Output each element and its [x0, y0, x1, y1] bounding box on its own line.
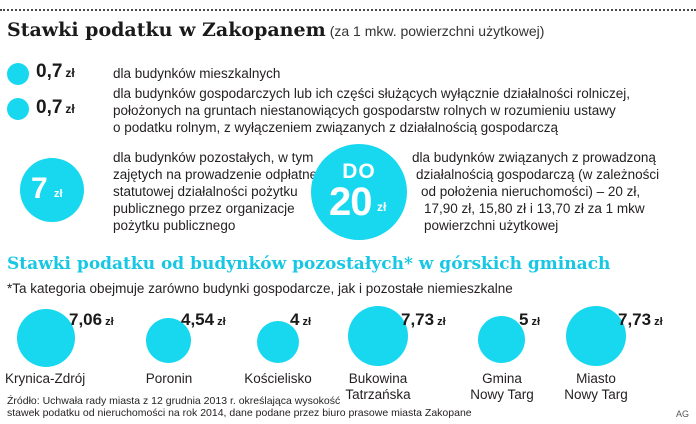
rate-unit: zł — [437, 316, 446, 328]
rate-bubble — [17, 309, 75, 367]
top-divider — [0, 9, 696, 11]
rate-value: 0,7 zł — [36, 61, 75, 83]
town-name: Krynica-Zdrój — [5, 371, 85, 387]
business-buildings-description: dla budynków związanych z prowadzoną dzi… — [412, 149, 659, 234]
rate-bubble — [348, 306, 408, 366]
town-name-line: Kościelisko — [244, 371, 312, 386]
town-rate: 7,73 zł — [618, 310, 663, 330]
description-line: statutowej działalności pożytku — [113, 184, 298, 199]
section-heading: Stawki podatku od budynków pozostałych* … — [7, 254, 611, 274]
author-credit: AG — [676, 409, 690, 419]
description-line: dla budynków związanych z prowadzoną — [412, 150, 656, 165]
town-name-line: Miasto — [576, 371, 616, 386]
town-name-line: Nowy Targ — [564, 387, 628, 402]
rate-unit: zł — [377, 200, 387, 214]
town-name: Miasto Nowy Targ — [556, 371, 636, 403]
rate-unit: zł — [105, 316, 114, 328]
description-line: powierzchni użytkowej — [424, 218, 559, 233]
rate-description: dla budynków gospodarczych lub ich częśc… — [113, 85, 630, 136]
rate-value: 0,7 zł — [36, 97, 75, 119]
rate-number: 7,06 — [69, 310, 103, 329]
description-line: położonych na gruntach niestanowiących g… — [113, 103, 616, 118]
footnote: *Ta kategoria obejmuje zarówno budynki g… — [7, 281, 513, 296]
source-note: Źródło: Uchwała rady miasta z 12 grudnia… — [7, 395, 472, 419]
rate-bubble — [478, 316, 525, 363]
rate-description: dla budynków mieszkalnych — [113, 65, 280, 82]
town-name-line: Gmina — [482, 371, 522, 386]
town-name: Poronin — [134, 371, 204, 387]
town-rate: 7,06 zł — [69, 310, 114, 330]
rate-unit: zł — [217, 316, 226, 328]
rate-unit: zł — [654, 316, 663, 328]
rate-number: 4 — [290, 310, 300, 329]
rate-number: 4,54 — [181, 310, 215, 329]
business-buildings-rate-bubble: DO 20 zł — [311, 144, 407, 240]
source-line: stawek podatku od nieruchomości na rok 2… — [7, 407, 472, 419]
rate-unit: zł — [531, 316, 541, 328]
description-line: dla budynków pozostałych, w tym — [113, 150, 314, 165]
town-name-line: Tatrzańska — [345, 387, 411, 402]
description-line: zajętych na prowadzenie odpłatnej — [113, 167, 321, 182]
rate-bullet-icon — [7, 63, 29, 85]
description-line: 17,90 zł, 15,80 zł i 13,70 zł za 1 mkw — [424, 201, 645, 216]
rate-unit: zł — [65, 66, 75, 80]
title-subtitle: (za 1 mkw. powierzchni użytkowej) — [329, 23, 545, 39]
description-line: publicznego przez organizacje — [113, 201, 295, 216]
description-line: o podatku rolnym, z wyłączeniem związany… — [113, 120, 558, 135]
rate-bubble — [146, 318, 191, 363]
rate-unit: zł — [54, 188, 63, 200]
rate-number: 0,7 — [36, 97, 63, 118]
rate-bullet-icon — [7, 98, 29, 120]
page-title: Stawki podatku w Zakopanem (za 1 mkw. pow… — [7, 19, 544, 41]
rate-prefix: DO — [342, 160, 376, 183]
rate-number: 7,73 — [618, 310, 652, 329]
rate-number: 20 — [329, 180, 372, 224]
town-name-line: Krynica-Zdrój — [5, 371, 86, 386]
town-rate: 4,54 zł — [181, 310, 226, 330]
description-line: dla budynków mieszkalnych — [113, 66, 281, 81]
other-buildings-description: dla budynków pozostałych, w tym zajętych… — [113, 149, 320, 234]
description-line: pożytku publicznego — [113, 218, 236, 233]
rate-bubble — [566, 306, 626, 366]
town-name-line: Bukowina — [348, 371, 408, 386]
town-name: Bukowina Tatrzańska — [338, 371, 418, 403]
town-rate: 7,73 zł — [401, 310, 446, 330]
other-buildings-rate-bubble: 7 zł — [20, 158, 84, 222]
rate-unit: zł — [302, 316, 312, 328]
town-name: Gmina Nowy Targ — [462, 371, 542, 403]
rate-number: 5 — [519, 310, 529, 329]
town-name-line: Poronin — [145, 371, 193, 386]
rate-number: 0,7 — [36, 61, 63, 82]
rate-unit: zł — [65, 102, 75, 116]
town-name: Kościelisko — [238, 371, 318, 387]
description-line: od położenia nieruchomości) – 20 zł, — [421, 184, 641, 199]
town-rate: 4 zł — [290, 310, 311, 330]
rate-bubble — [257, 321, 299, 363]
rate-number: 7 — [31, 172, 48, 205]
town-rate: 5 zł — [519, 310, 540, 330]
rate-number: 7,73 — [401, 310, 435, 329]
description-line: dla budynków gospodarczych lub ich częśc… — [113, 86, 630, 101]
source-line: Źródło: Uchwała rady miasta z 12 grudnia… — [7, 395, 341, 407]
title-text: Stawki podatku w Zakopanem — [7, 19, 326, 41]
description-line: działalnością gospodarczą (w zależności — [416, 167, 660, 182]
town-name-line: Nowy Targ — [470, 387, 534, 402]
